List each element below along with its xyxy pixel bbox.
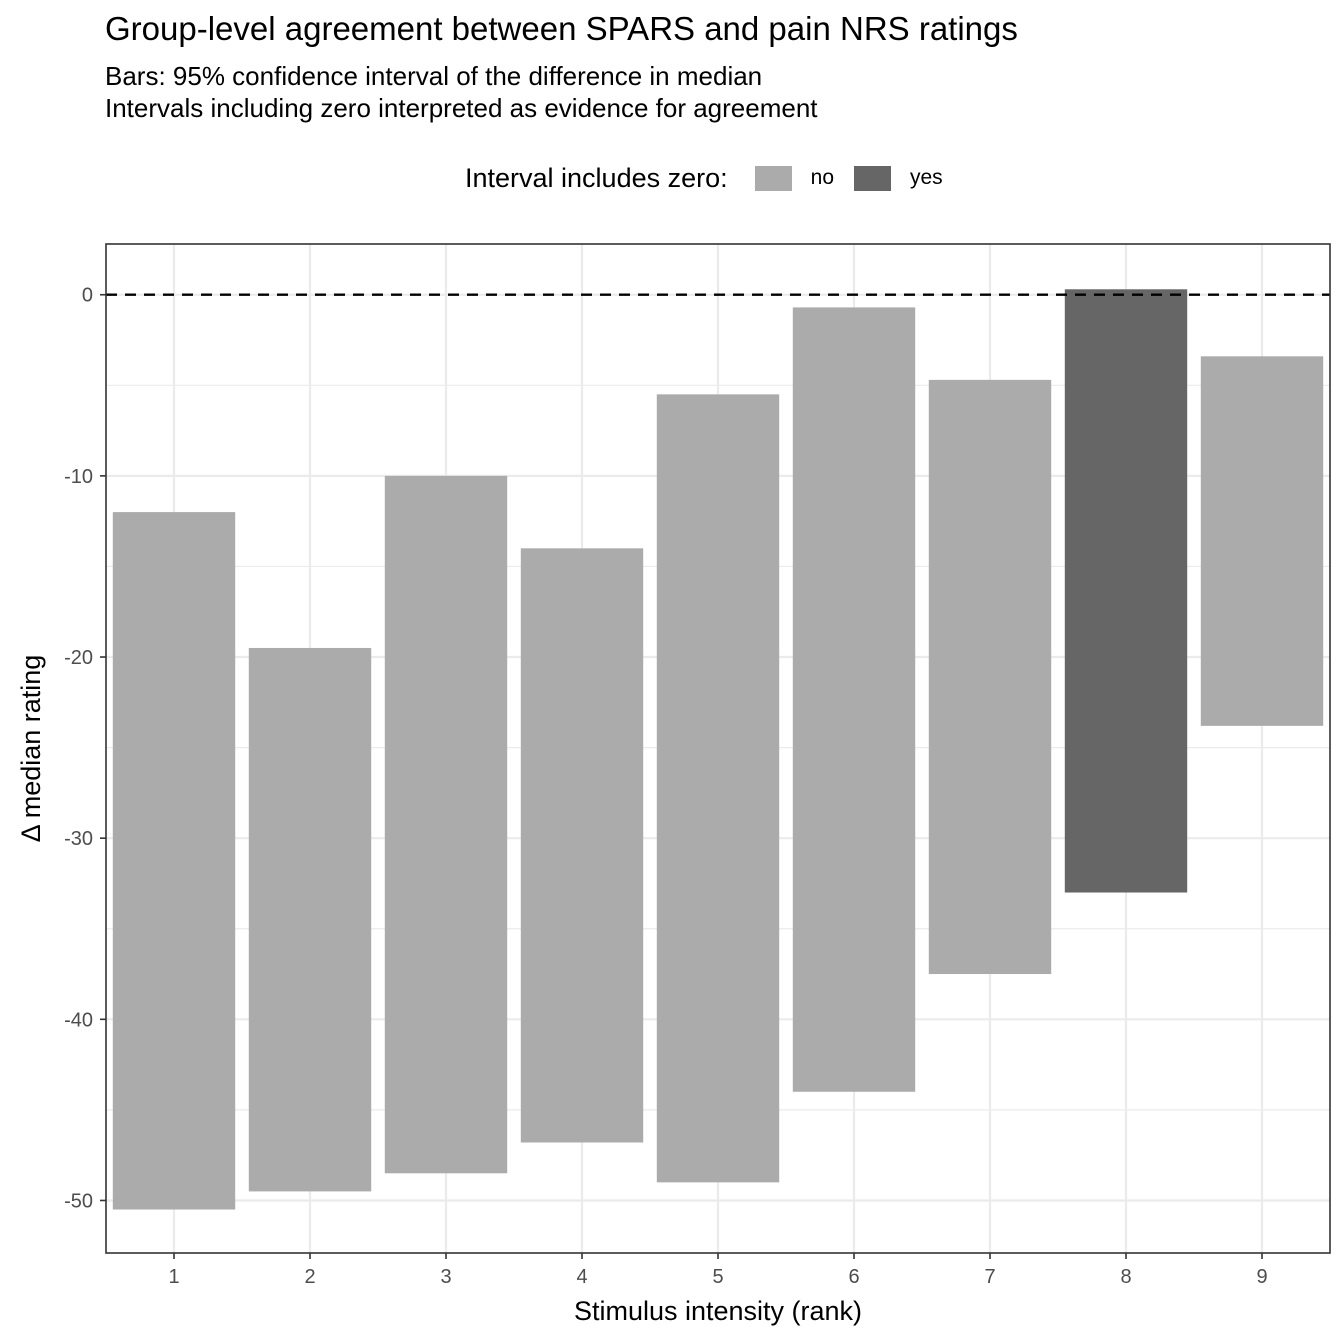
interval-bar-7 xyxy=(928,379,1052,975)
interval-bars xyxy=(112,289,1324,1210)
x-axis-title: Stimulus intensity (rank) xyxy=(574,1296,862,1326)
x-tick-label: 7 xyxy=(984,1266,995,1288)
x-axis: 1 2 3 4 5 6 7 8 9 xyxy=(168,1253,1268,1288)
legend-label-no: no xyxy=(810,166,834,189)
x-tick-label: 9 xyxy=(1256,1266,1267,1288)
x-tick-label: 3 xyxy=(440,1266,451,1288)
y-axis: 0 -10 -20 -30 -40 -50 xyxy=(64,285,106,1212)
x-tick-label: 4 xyxy=(576,1266,587,1288)
legend-key-no xyxy=(754,165,792,191)
x-tick-label: 1 xyxy=(168,1266,179,1288)
y-tick-label: -50 xyxy=(64,1190,93,1212)
x-tick-label: 8 xyxy=(1120,1266,1131,1288)
y-tick-label: 0 xyxy=(82,285,93,307)
y-axis-title: Δ median rating xyxy=(16,655,46,843)
y-tick-label: -10 xyxy=(64,466,93,488)
interval-bar-5 xyxy=(656,394,780,1183)
x-tick-label: 2 xyxy=(304,1266,315,1288)
chart-title: Group-level agreement between SPARS and … xyxy=(105,10,1018,47)
subtitle-line-1: Bars: 95% confidence interval of the dif… xyxy=(105,61,763,91)
legend: Interval includes zero: no yes xyxy=(465,160,963,196)
interval-bar-3 xyxy=(384,475,508,1174)
x-tick-label: 6 xyxy=(848,1266,859,1288)
x-tick-label: 5 xyxy=(712,1266,723,1288)
chart-subtitle: Bars: 95% confidence interval of the dif… xyxy=(105,60,818,124)
subtitle-line-2: Intervals including zero interpreted as … xyxy=(105,93,818,123)
interval-bar-8 xyxy=(1064,289,1188,893)
legend-title: Interval includes zero: xyxy=(465,162,728,193)
legend-item-no: no xyxy=(754,165,834,191)
y-tick-label: -40 xyxy=(64,1009,93,1031)
y-tick-label: -20 xyxy=(64,647,93,669)
y-tick-label: -30 xyxy=(64,828,93,850)
legend-item-yes: yes xyxy=(854,165,943,191)
interval-bar-2 xyxy=(248,647,372,1192)
legend-key-yes xyxy=(854,165,891,191)
legend-label-yes: yes xyxy=(910,166,943,189)
interval-bar-4 xyxy=(520,548,644,1143)
interval-bar-1 xyxy=(112,512,236,1210)
interval-bar-6 xyxy=(792,307,916,1092)
interval-bar-9 xyxy=(1200,356,1324,726)
